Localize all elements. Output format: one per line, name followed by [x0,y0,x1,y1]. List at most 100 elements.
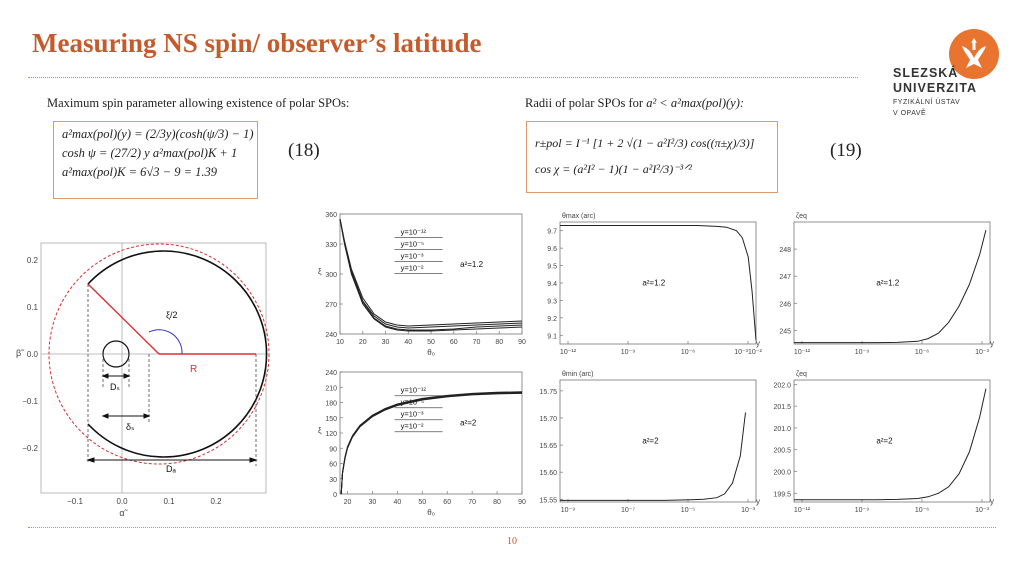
x-axis-label: θₒ [427,508,434,516]
y-tick-label: 60 [329,462,337,469]
y-tick-label: −0.1 [22,397,38,406]
series-line [560,412,746,501]
y-axis-label: ξ [318,267,322,276]
y-tick-label: 360 [325,212,337,219]
x-tick-label: 10⁻⁹ [621,349,635,356]
series-line [340,392,523,495]
x-tick-label: 0.0 [116,497,128,506]
panel-title: ζeq [796,213,807,220]
x-tick-label: 10⁻⁹ [561,507,575,514]
y-tick-label: 199.5 [773,491,791,498]
annotation-label: a²=2 [876,436,893,445]
x-tick-label: 10⁻⁹ [855,507,869,514]
footer-divider [28,527,996,528]
x-tick-label: 60 [450,339,458,346]
x-tick-label: 90 [518,499,526,506]
x-tick-label: 90 [518,339,526,346]
y-tick-label: 0.0 [27,350,39,359]
y-tick-label: 200.0 [773,470,791,477]
x-tick-label: 10⁻¹² [794,507,811,514]
formula-line: cosh ψ = (27/2) y a²max(pol)K + 1 [62,146,238,160]
y-tick-label: 9.7 [547,229,557,236]
caption-right-math: a² < a²max(pol)(y): [646,96,745,110]
chart-theta-min: 15.75 15.70 15.65 15.60 15.55 10⁻⁹ 10⁻⁷ 10⁻⁵ 10⁻… [539,371,760,514]
panel-title: θmin (arc) [562,371,594,378]
series-line [794,388,987,501]
legend-entry: y=10⁻¹² [401,227,427,236]
y-tick-label: 0 [333,492,337,499]
y-tick-label: 9.6 [547,246,557,253]
panel-title: θmax (arc) [562,213,595,220]
plot-frame [793,379,991,503]
y-tick-label: 15.60 [539,470,557,477]
x-tick-label: 10⁻³ [975,349,989,356]
x-axis-label: y [756,497,760,506]
y-tick-label: 240 [325,332,337,339]
chart-xi-theta-a2: 240 210 180 150 120 90 60 30 0 20 30 40 50 60 70 80 90 θₒ… [318,370,526,516]
y-tick-label: 9.2 [547,316,557,323]
plot-frame [339,213,523,335]
logo-line4: V OPAVĚ [893,110,927,117]
x-tick-label: 70 [468,499,476,506]
x-tick-label: 10⁻⁵ [681,507,695,514]
formula-box-right: r±pol = I⁻¹ [1 + 2 √(1 − a²I²/3) cos((π±… [526,121,778,193]
legend-entry: y=10⁻³ [401,251,424,260]
y-tick-label: 90 [329,446,337,453]
caption-left: Maximum spin parameter allowing existenc… [47,96,350,110]
y-tick-label: 201.5 [773,404,791,411]
legend-entry: y=10⁻³ [401,410,424,419]
y-tick-label: 180 [325,401,337,408]
university-logo-icon [949,29,999,79]
equation-number-18: (18) [288,140,320,161]
annotation-label: a²=1.2 [460,260,483,269]
y-tick-label: 246 [779,301,791,308]
x-tick-label: 20 [344,499,352,506]
x-tick-label: 10⁻⁷ [621,507,635,514]
header-divider [28,77,858,78]
y-tick-label: 202.0 [773,382,791,389]
x-axis-label: α̃ [119,508,128,518]
legend-entry: y=10⁻¹² [401,386,427,395]
series-line [560,225,757,341]
series-line [339,218,523,332]
angle-label: ξ/2 [166,310,178,320]
x-tick-label: 60 [443,499,451,506]
y-tick-label: −0.2 [22,444,38,453]
annotation-label: a²=2 [642,436,659,445]
x-tick-label: 10⁻⁶ [915,507,929,514]
y-tick-label: 30 [329,477,337,484]
logo-line1: SLEZSKÁ [893,66,959,80]
x-axis-label: y [756,339,760,348]
y-tick-label: 150 [325,416,337,423]
x-tick-label: 10⁻⁶ [915,349,929,356]
legend-entry: y=10⁻² [401,422,424,431]
delta-s-label: δₛ [126,422,134,432]
legend-entry: y=10⁻⁵ [401,239,425,248]
x-axis-label: θₒ [427,348,434,356]
x-tick-label: 80 [495,339,503,346]
x-tick-label: 10⁻³ [741,507,755,514]
chart-zeta-eq-a2: 202.0 201.5 201.0 200.5 200.0 199.5 10⁻¹² 10⁻⁹ 1… [773,371,994,514]
y-tick-label: 9.1 [547,333,557,340]
y-tick-label: 240 [325,370,337,377]
x-tick-label: 50 [418,499,426,506]
series-line [340,391,523,495]
series-line [339,218,523,331]
plot-frame [559,379,757,503]
y-axis-label: ξ [318,426,322,435]
x-tick-label: 50 [427,339,435,346]
chart-theta-max: 9.7 9.6 9.5 9.4 9.3 9.2 9.1 10⁻¹² 10⁻⁹ 10⁻⁶ 10⁻³10… [547,213,762,356]
y-tick-label: 15.75 [539,389,557,396]
y-tick-label: 9.3 [547,298,557,305]
x-tick-label: 40 [404,339,412,346]
x-tick-label: 10⁻³10⁻² [734,349,762,356]
x-tick-label: 10⁻⁶ [681,349,695,356]
x-tick-label: 40 [393,499,401,506]
caption-right: Radii of polar SPOs for a² < a²max(pol)(… [525,96,744,111]
logo-line2: UNIVERZITA [893,81,978,95]
x-tick-label: −0.1 [67,497,83,506]
formula-box-left: a²max(pol)(y) = (2/3y)(cosh(ψ/3) − 1) co… [53,121,258,199]
formula-line: a²max(pol)(y) = (2/3y)(cosh(ψ/3) − 1) [62,127,254,141]
y-tick-label: 201.0 [773,426,791,433]
